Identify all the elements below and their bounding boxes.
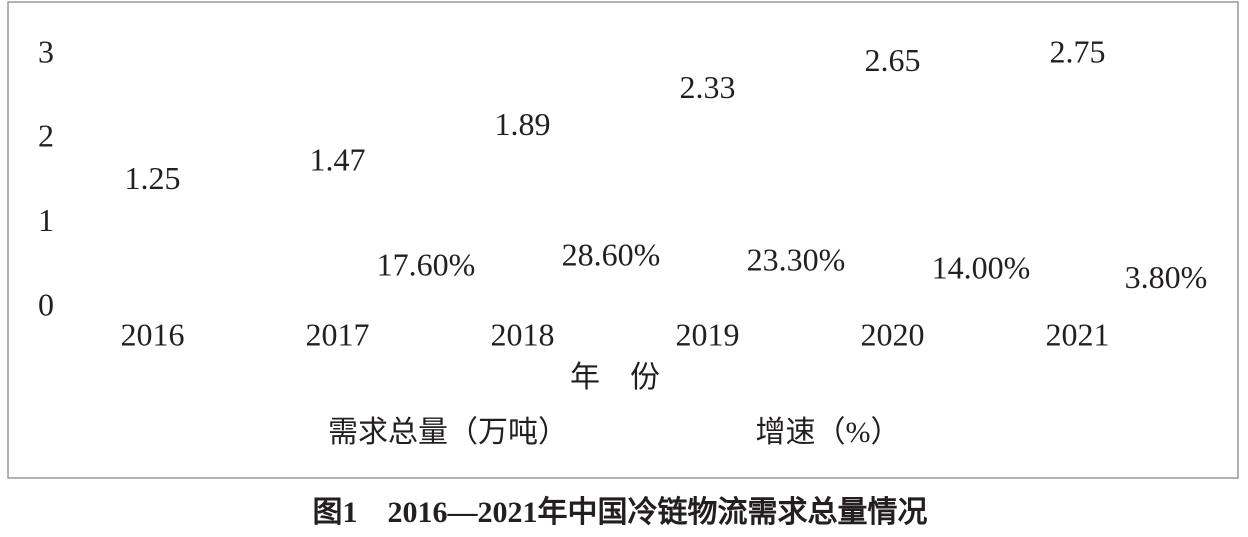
chart-title: 图1 2016—2021年中国冷链物流需求总量情况 [313, 495, 928, 529]
data-label: 14.00% [932, 250, 1031, 286]
data-label: 28.60% [562, 237, 661, 273]
x-axis-title: 年 份 [570, 361, 660, 394]
x-tick-label: 2018 [491, 316, 555, 352]
y-tick-label: 3 [38, 33, 54, 69]
data-label: 1.25 [125, 160, 181, 196]
x-tick-label: 2019 [676, 316, 740, 352]
x-tick-label: 2021 [1046, 316, 1110, 352]
y-tick-label: 2 [38, 118, 54, 154]
y-tick-label: 1 [38, 202, 54, 238]
legend-entry: 增速（%） [756, 416, 901, 449]
data-label: 17.60% [377, 247, 476, 283]
data-label: 2.33 [680, 69, 736, 105]
chart-frame [7, 1, 1239, 479]
data-label: 1.89 [495, 106, 551, 142]
data-label: 23.30% [747, 241, 846, 277]
data-label: 2.65 [865, 42, 921, 78]
data-label: 1.47 [310, 141, 366, 177]
legend-entry: 需求总量（万吨） [328, 416, 568, 449]
x-tick-label: 2020 [861, 316, 925, 352]
x-tick-label: 2016 [121, 316, 185, 352]
x-tick-label: 2017 [306, 316, 370, 352]
data-label: 3.80% [1125, 259, 1208, 295]
data-label: 2.75 [1050, 33, 1106, 69]
y-tick-label: 0 [38, 286, 54, 322]
